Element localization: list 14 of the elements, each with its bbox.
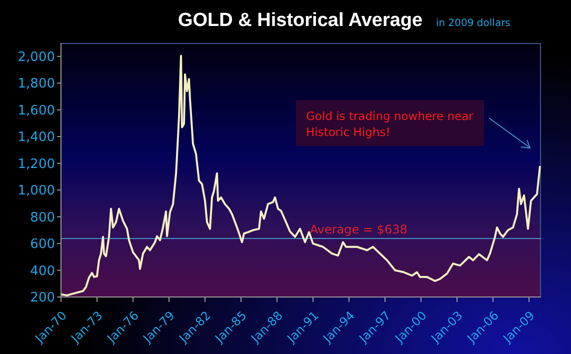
y-tick-label: 1,600 xyxy=(18,103,55,118)
y-tick-label: 600 xyxy=(30,237,55,252)
y-tick-label: 1,200 xyxy=(18,156,55,172)
y-tick-label: 400 xyxy=(30,264,55,279)
chart-title: GOLD & Historical Average xyxy=(178,10,423,32)
y-tick-label: 2,000 xyxy=(18,50,55,65)
ref-line-label: Average = $638 xyxy=(310,222,408,236)
y-tick-label: 1,800 xyxy=(18,76,55,92)
annotation: Gold is trading nowhere near Historic Highs! xyxy=(296,100,484,146)
y-tick-label: 1,000 xyxy=(18,184,55,199)
chart-subtitle: in 2009 dollars xyxy=(436,18,510,29)
y-tick-label: 1,400 xyxy=(18,130,55,146)
y-tick-label: 200 xyxy=(30,290,55,306)
y-tick-label: 800 xyxy=(30,210,55,226)
